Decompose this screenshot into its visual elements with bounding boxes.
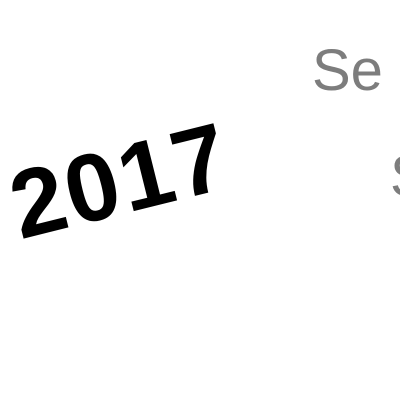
headline-text: C 2017 [0, 102, 241, 284]
side-text-line-2: S [390, 148, 400, 206]
side-text-line-1: Se [312, 38, 383, 103]
